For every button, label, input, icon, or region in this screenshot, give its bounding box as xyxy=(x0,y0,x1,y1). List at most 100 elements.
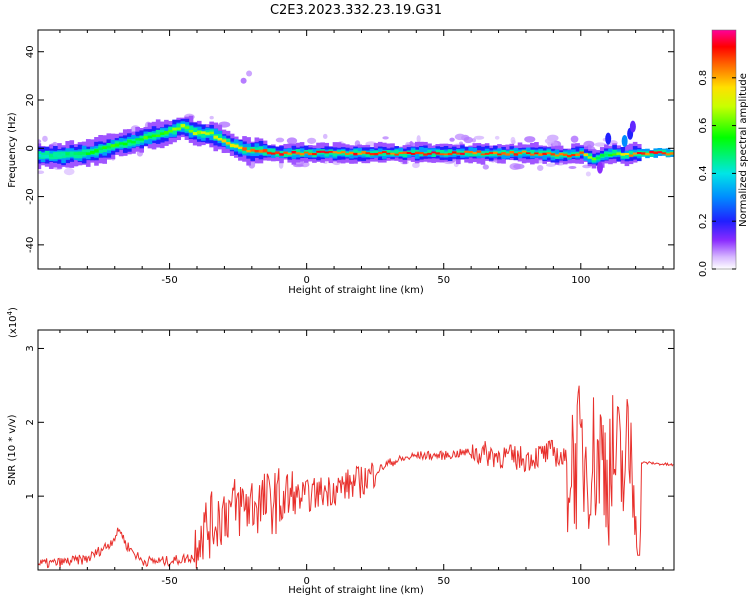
spectrogram-halo-blob xyxy=(38,170,45,174)
spectrogram-ridge-cell xyxy=(357,152,362,155)
spectrogram-ridge-cell xyxy=(102,146,107,149)
spectrogram-ridge-cell xyxy=(205,132,210,135)
spectrogram-halo-blob xyxy=(570,135,579,143)
spectrogram-ridge-cell xyxy=(410,152,416,155)
spectrogram-ridge-cell xyxy=(81,151,87,155)
spectrogram-outlier-blob xyxy=(246,70,253,77)
spectrogram-ridge-cell xyxy=(657,151,663,154)
snr-x-axis-label: Height of straight line (km) xyxy=(288,585,424,596)
spectrogram-ridge-cell xyxy=(608,154,613,157)
spectrogram-ridge-cell xyxy=(168,129,173,133)
spectrogram-halo-blob xyxy=(322,133,328,139)
spectrogram-panel: -50 0 50 100 -40 -20 0 20 40 Height of straight … xyxy=(7,29,675,296)
spectrogram-ridge-cell xyxy=(295,152,301,155)
snr-multiplier-base: (x10 xyxy=(8,315,19,338)
spectrogram-ridge-cell xyxy=(324,152,330,157)
snr-x-tick-label: -50 xyxy=(161,576,177,587)
spectrogram-halo-blob xyxy=(463,136,473,144)
spectrogram-ridge-cell xyxy=(40,155,46,158)
spectrogram-ridge-cell xyxy=(365,152,371,155)
snr-multiplier-exponent: 4 xyxy=(6,310,14,315)
spectrogram-ridge-cell xyxy=(641,152,646,155)
spectrogram-ridge-cell xyxy=(542,152,547,156)
spectrogram-halo-blob xyxy=(275,137,285,143)
colorbar-tick-label: 0.2 xyxy=(698,213,709,229)
spectrogram-ridge-cell xyxy=(221,139,227,143)
snr-panel: -50 0 50 100 1 2 3 Height of straight line (km… xyxy=(6,307,675,596)
spectrogram-y-tick-label: 20 xyxy=(25,94,36,107)
spectrogram-halo-blob xyxy=(594,142,607,147)
spectrogram-ridge-cell xyxy=(419,152,424,157)
spectrogram-halo-blob xyxy=(52,141,58,147)
spectrogram-ridge-cell xyxy=(476,150,482,153)
snr-y-tick-label: 1 xyxy=(25,493,36,499)
spectrogram-ridge-cell xyxy=(340,151,346,154)
spectrogram-ridge-cell xyxy=(139,138,145,141)
spectrogram-ridge-cell xyxy=(562,153,568,157)
spectrogram-ridge-cell xyxy=(419,147,424,157)
chart-title: C2E3.2023.332.23.19.G31 xyxy=(270,3,442,18)
spectrogram-ridge-cell xyxy=(377,151,383,155)
spectrogram-ridge-cell xyxy=(324,151,330,154)
spectrogram-halo-blob xyxy=(536,164,544,172)
spectrogram-ridge-cell xyxy=(336,151,342,154)
spectrogram-ridge-cell xyxy=(188,126,194,133)
spectrogram-ridge-cell xyxy=(328,150,334,153)
spectrogram-ridge-cell xyxy=(443,153,449,156)
spectrogram-ridge-cell xyxy=(201,131,206,134)
spectrogram-ridge-cell xyxy=(476,151,482,156)
spectrogram-ridge-cell xyxy=(410,149,416,155)
spectrogram-ridge-cell xyxy=(636,152,642,154)
spectrogram-ridge-cell xyxy=(649,151,654,157)
snr-x-tick-label: 0 xyxy=(303,576,309,587)
spectrogram-ridge-cell xyxy=(505,153,510,156)
spectrogram-ridge-cell xyxy=(431,151,436,154)
spectrogram-ridge-cell xyxy=(361,151,367,154)
spectrogram-halo-blob xyxy=(286,137,298,145)
spectrogram-ridge-cell xyxy=(599,154,605,157)
spectrogram-ridge-cell xyxy=(579,151,584,154)
spectrogram-ridge-cell xyxy=(353,149,358,155)
spectrogram-ridge-cell xyxy=(159,132,165,135)
spectrogram-ridge-cell xyxy=(38,153,42,158)
spectrogram-ridge-cell xyxy=(155,134,161,137)
spectrogram-flare-blob xyxy=(605,132,612,145)
spectrogram-halo-blob xyxy=(307,137,317,144)
spectrogram-x-axis-label: Height of straight line (km) xyxy=(288,285,424,296)
spectrogram-ridge-cell xyxy=(624,154,630,159)
spectrogram-halo-blob xyxy=(63,167,75,176)
spectrogram-ridge-cell xyxy=(513,153,519,156)
spectrogram-flare-blob xyxy=(629,120,636,133)
spectrogram-ridge-cell xyxy=(394,153,399,156)
spectrogram-ridge-cell xyxy=(287,152,293,155)
spectrogram-ridge-cell xyxy=(390,152,395,155)
spectrogram-ridge-cell xyxy=(98,147,103,150)
spectrogram-ridge-cell xyxy=(135,138,140,145)
spectrogram-ridge-cell xyxy=(472,152,478,157)
spectrogram-ridge-cell xyxy=(595,157,601,160)
spectrogram-ridge-cell xyxy=(661,149,667,155)
spectrogram-ridge-cell xyxy=(307,152,313,156)
spectrogram-ridge-cell xyxy=(542,151,547,160)
spectrogram-ridge-cell xyxy=(69,153,75,156)
spectrogram-ridge-cell xyxy=(464,150,469,156)
spectrogram-ridge-cell xyxy=(217,134,223,140)
spectrogram-ridge-cell xyxy=(493,151,498,155)
snr-series-line xyxy=(38,385,674,569)
colorbar-label: Normalized spectral amplitude xyxy=(738,73,749,227)
snr-multiplier-close: ) xyxy=(8,307,19,311)
spectrogram-ridge-cell xyxy=(246,150,251,153)
spectrogram-halo-blob xyxy=(494,135,500,140)
spectrogram-ridge-cell xyxy=(653,151,659,155)
spectrogram-ridge-cell xyxy=(90,150,95,154)
spectrogram-outlier-blob xyxy=(240,77,247,84)
spectrogram-ridge-cell xyxy=(61,153,66,156)
spectrogram-halo-blob xyxy=(482,164,489,170)
spectrogram-ridge-cell xyxy=(353,152,358,156)
spectrogram-ridge-cell xyxy=(665,153,671,156)
spectrogram-ridge-cell xyxy=(73,152,79,155)
spectrogram-halo-blob xyxy=(449,137,455,142)
spectrogram-ridge-cell xyxy=(575,153,580,156)
spectrogram-ridge-cell xyxy=(620,153,626,159)
